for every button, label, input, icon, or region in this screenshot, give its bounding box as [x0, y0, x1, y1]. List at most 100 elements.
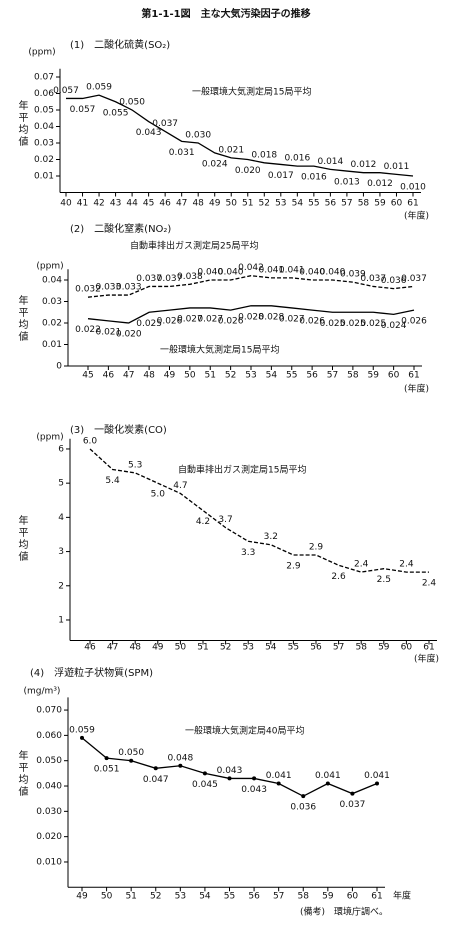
y-tick-label: 0.02: [42, 319, 62, 329]
x-tick-label: 52: [220, 643, 231, 653]
value-label: 0.055: [103, 108, 129, 118]
value-label: 0.040: [299, 268, 325, 278]
x-tick-label: 44: [126, 199, 138, 209]
x-tick-label: 47: [176, 199, 187, 209]
value-label: 0.041: [315, 771, 341, 781]
y-tick-label: 2: [58, 581, 64, 591]
x-tick-label: 52: [259, 199, 270, 209]
value-label: 0.025: [320, 319, 346, 329]
point: [227, 776, 232, 781]
y-axis-label: 年平均値: [16, 514, 28, 563]
x-tick-label: 52: [150, 892, 161, 902]
y-tick-label: 0.01: [34, 172, 54, 182]
x-tick-label: 59: [368, 371, 380, 381]
x-tick-label: 55: [288, 643, 299, 653]
point: [375, 781, 379, 786]
value-label: 0.037: [152, 119, 178, 129]
x-tick-label: 43: [110, 199, 121, 209]
value-label: 0.016: [284, 154, 310, 164]
y-tick-label: 4: [58, 513, 64, 523]
x-tick-label: 46: [159, 199, 171, 209]
x-tick-label: 56: [325, 199, 337, 209]
x-tick-label: 49: [76, 892, 88, 902]
x-tick-label: 50: [226, 199, 238, 209]
y-tick-label: 0.060: [36, 731, 62, 741]
x-tick-label: 56: [310, 643, 322, 653]
value-label: 0.043: [217, 766, 243, 776]
y-tick-label: 0.010: [36, 857, 62, 867]
series-annotation: 自動車排出ガス測定局15局平均: [178, 464, 306, 476]
x-tick-label: 54: [265, 643, 277, 653]
x-tick-label: 58: [347, 371, 359, 381]
value-label: 0.038: [177, 272, 203, 282]
y-axis-label: 年平均値: [16, 294, 28, 343]
y-tick-label: 0.04: [34, 122, 54, 132]
x-tick-label: 41: [77, 199, 88, 209]
value-label: 3.7: [218, 515, 232, 525]
value-label: 2.4: [422, 579, 437, 589]
x-tick-label: 57: [273, 892, 284, 902]
x-tick-label: 53: [275, 199, 286, 209]
y-tick-label: 0.05: [34, 106, 54, 116]
x-tick-label: 59: [378, 643, 390, 653]
value-label: 0.028: [258, 312, 284, 322]
x-tick-label: 49: [209, 199, 221, 209]
x-tick-label: 46: [84, 643, 96, 653]
point: [153, 766, 158, 771]
x-tick-label: 59: [374, 199, 386, 209]
value-label: 0.041: [364, 771, 390, 781]
point: [104, 756, 109, 761]
x-tick-label: 42: [93, 199, 104, 209]
y-unit: (ppm): [36, 433, 63, 443]
value-label: 0.020: [235, 166, 261, 176]
x-tick-label: 50: [184, 371, 196, 381]
x-tick-label: 55: [308, 199, 319, 209]
x-tick-label: 56: [248, 892, 260, 902]
x-tick-label: 61: [423, 643, 434, 653]
value-label: 0.050: [118, 748, 144, 758]
y-tick-label: 0.050: [36, 756, 62, 766]
value-label: 0.041: [266, 771, 292, 781]
x-tick-label: 60: [391, 199, 403, 209]
x-tick-label: 48: [192, 199, 204, 209]
value-label: 0.014: [317, 157, 343, 167]
value-label: 5.0: [151, 490, 166, 500]
x-tick-label: 60: [388, 371, 400, 381]
value-label: 0.043: [136, 128, 162, 138]
x-tick-label: 51: [205, 371, 216, 381]
y-tick-label: 0.020: [36, 832, 62, 842]
x-tick-label: 50: [175, 643, 187, 653]
value-label: 0.050: [119, 98, 145, 108]
value-label: 0.041: [279, 265, 305, 275]
x-tick-label: 51: [197, 643, 208, 653]
value-label: 0.059: [86, 83, 112, 93]
x-tick-label: 53: [245, 371, 256, 381]
value-label: 2.6: [331, 572, 346, 582]
point: [325, 781, 330, 786]
y-unit: (mg/m³): [24, 687, 61, 697]
value-label: 0.043: [241, 785, 267, 795]
value-label: 0.024: [202, 159, 228, 169]
value-label: 0.026: [299, 317, 325, 327]
value-label: 0.012: [367, 179, 393, 189]
x-tick-label: 57: [327, 371, 338, 381]
x-tick-label: 53: [242, 643, 253, 653]
value-label: 0.020: [116, 330, 142, 340]
x-tick-label: 49: [164, 371, 176, 381]
y-axis-label: 年平均値: [16, 749, 28, 798]
value-label: 0.042: [238, 263, 264, 273]
y-tick-label: 0.01: [42, 340, 62, 350]
y-tick-label: 0.04: [42, 276, 62, 286]
value-label: 0.016: [301, 173, 327, 183]
x-tick-label: 54: [266, 371, 278, 381]
value-label: 0.040: [197, 268, 223, 278]
value-label: 0.021: [95, 327, 121, 337]
x-tick-label: 58: [355, 643, 367, 653]
x-tick-label: 60: [401, 643, 413, 653]
point: [276, 781, 281, 786]
value-label: 0.026: [157, 317, 183, 327]
x-tick-label: 48: [129, 643, 141, 653]
series-line: [87, 305, 415, 324]
value-label: 0.033: [116, 283, 142, 293]
